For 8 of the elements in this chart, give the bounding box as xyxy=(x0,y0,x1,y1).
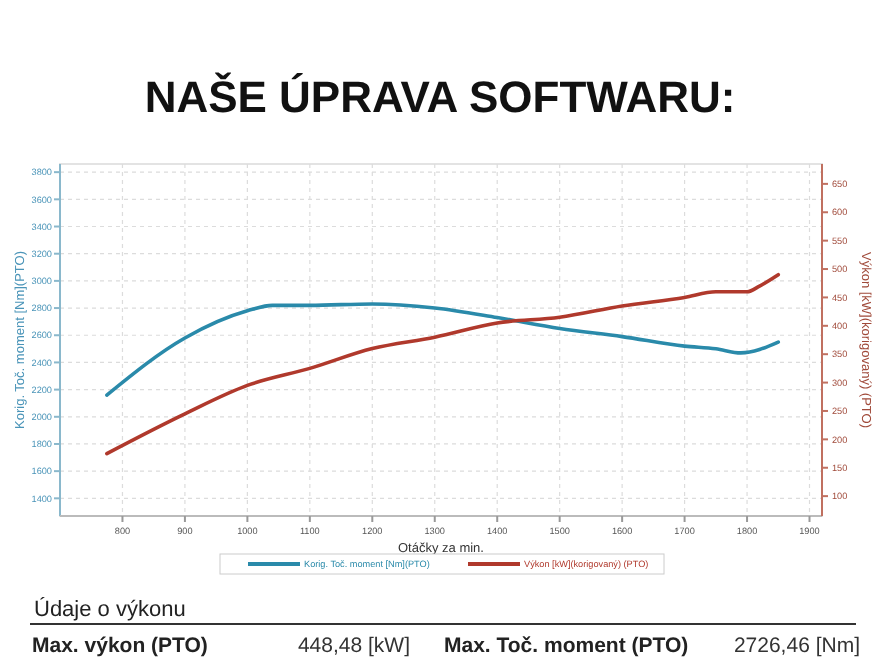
line-series xyxy=(105,302,781,397)
chart-title: NAŠE ÚPRAVA SOFTWARU: xyxy=(144,72,736,122)
text: Max. Toč. moment (PTO) xyxy=(444,634,689,658)
text: Max. výkon (PTO) xyxy=(32,634,208,658)
line-series xyxy=(105,272,781,456)
text: 2726,46 [Nm] xyxy=(733,634,861,658)
text: 448,48 [kW] xyxy=(297,634,411,658)
text: Údaje o výkonu xyxy=(34,596,186,622)
